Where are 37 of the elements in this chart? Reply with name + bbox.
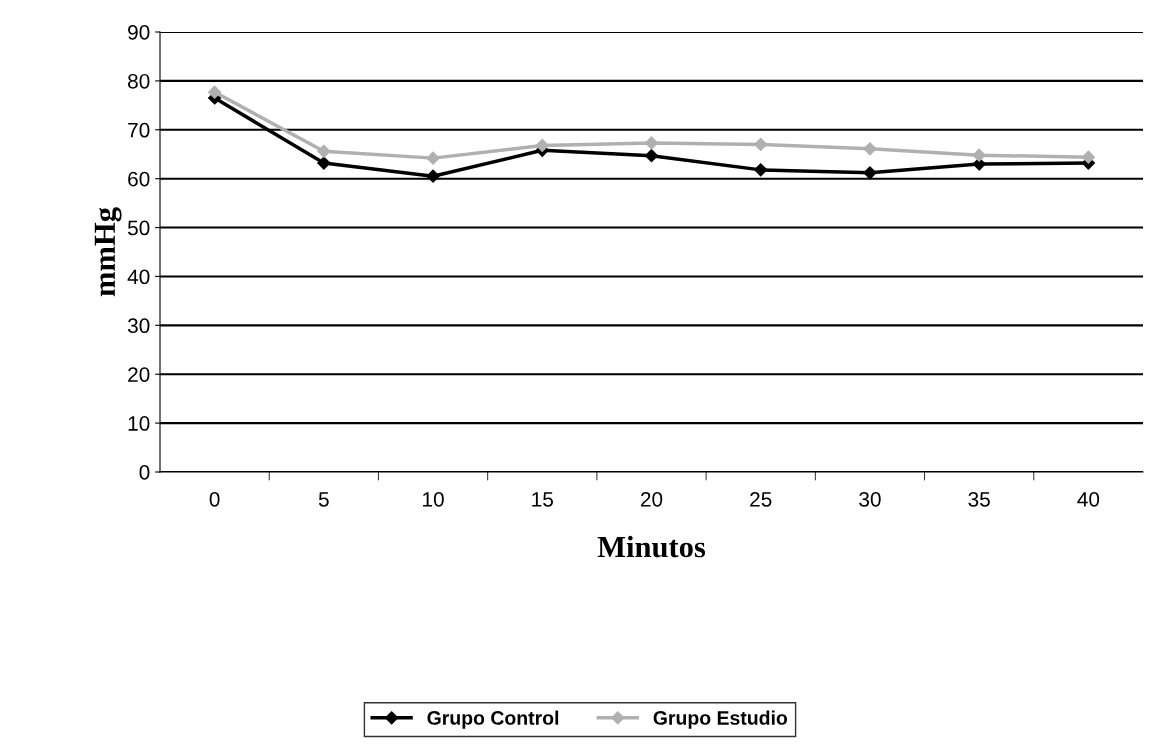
point: [535, 138, 549, 153]
y-tick-label: 50: [127, 220, 150, 236]
x-tick-label: 35: [968, 491, 990, 507]
point: [208, 85, 222, 99]
point: [426, 169, 440, 183]
point: [754, 137, 768, 152]
point: [863, 142, 877, 156]
point: [863, 166, 877, 180]
x-tick-label: 40: [1077, 491, 1100, 507]
point: [317, 144, 331, 158]
x-tick-label: 5: [318, 492, 329, 507]
y-tick-label: 0: [139, 465, 150, 480]
x-tick-label: 30: [859, 491, 881, 507]
y-tick-label: 30: [127, 318, 150, 334]
point: [972, 148, 986, 162]
x-axis-title: Minutos: [597, 535, 706, 558]
y-tick-label: 70: [128, 122, 150, 138]
y-tick-label: 10: [128, 416, 150, 431]
legend-label: Grupo Control: [427, 710, 559, 729]
point: [644, 136, 659, 150]
y-tick-label: 90: [128, 25, 150, 40]
y-axis-title: mmHg: [94, 207, 122, 297]
point: [426, 151, 440, 165]
point: [644, 149, 659, 163]
y-tick-label: 20: [128, 367, 150, 382]
y-tick-label: 40: [127, 269, 150, 285]
x-tick-label: 10: [423, 491, 444, 507]
point: [754, 163, 768, 177]
y-tick-label: 60: [128, 171, 150, 187]
point: [1081, 150, 1095, 164]
point: [317, 156, 331, 170]
x-tick-label: 15: [532, 492, 553, 507]
x-tick-label: 20: [640, 491, 663, 507]
x-tick-label: 25: [750, 491, 772, 507]
y-tick-label: 80: [128, 73, 150, 89]
legend-label: Grupo Estudio: [653, 710, 788, 729]
x-tick-label: 0: [209, 491, 220, 507]
